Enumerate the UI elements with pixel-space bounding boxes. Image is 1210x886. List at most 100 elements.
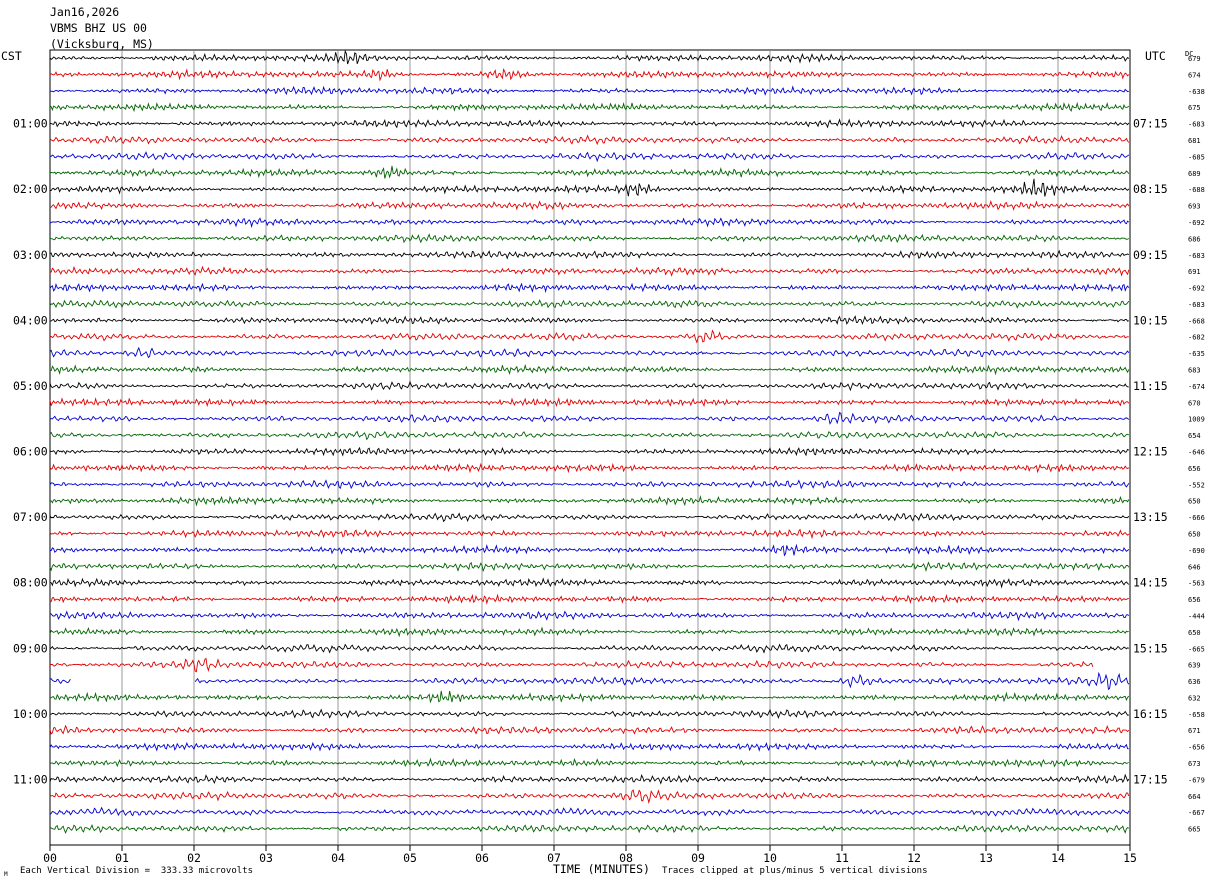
trace-row-0 (49, 49, 1130, 65)
right-hour-label: 16:15 (1133, 707, 1168, 721)
left-hour-label: 06:00 (13, 445, 48, 459)
trace-row-38 (49, 671, 1130, 691)
x-tick-label: 14 (1051, 851, 1065, 865)
dc-offset-label: 650 (1188, 530, 1201, 538)
dc-offset-label: -668 (1188, 317, 1205, 325)
left-timezone-label: CST (1, 49, 22, 63)
trace-row-14 (49, 282, 1130, 294)
dc-offset-label: 636 (1188, 678, 1201, 686)
trace-row-7 (50, 165, 1130, 179)
trace-row-21 (49, 397, 1130, 408)
x-tick-label: 02 (187, 851, 201, 865)
trace-row-12 (49, 249, 1130, 260)
dc-offset-label: -685 (1188, 153, 1205, 161)
trace-row-30 (50, 543, 1130, 557)
dc-offset-label: 686 (1188, 235, 1201, 243)
right-hour-label: 09:15 (1133, 248, 1168, 262)
dc-offset-label: 656 (1188, 596, 1201, 604)
trace-row-33 (49, 593, 1129, 605)
x-tick-label: 04 (331, 851, 345, 865)
right-hour-label: 10:15 (1133, 313, 1168, 327)
footer-clip-note: Traces clipped at plus/minus 5 vertical … (662, 866, 928, 876)
dc-offset-label: -692 (1188, 219, 1205, 227)
left-hour-label: 05:00 (13, 379, 48, 393)
trace-row-47 (49, 823, 1129, 834)
x-tick-label: 06 (475, 851, 489, 865)
footer-mark: M (4, 871, 8, 878)
x-tick-label: 01 (115, 851, 129, 865)
left-hour-label: 09:00 (13, 641, 48, 655)
x-tick-label: 07 (547, 851, 561, 865)
trace-row-29 (49, 528, 1130, 540)
trace-row-23 (49, 430, 1130, 441)
trace-row-35 (49, 626, 1129, 638)
trace-row-11 (49, 233, 1130, 244)
trace-row-22 (49, 411, 1130, 425)
left-hour-label: 01:00 (13, 117, 48, 131)
dc-offset-label: 689 (1188, 170, 1201, 178)
left-hour-label: 08:00 (13, 576, 48, 590)
x-tick-label: 08 (619, 851, 633, 865)
right-hour-label: 11:15 (1133, 379, 1168, 393)
trace-row-18 (49, 346, 1130, 359)
dc-offset-label: 646 (1188, 563, 1201, 571)
trace-row-1 (49, 68, 1130, 82)
header-location: (Vicksburg, MS) (50, 37, 154, 51)
trace-row-42 (49, 741, 1129, 752)
x-tick-label: 11 (835, 851, 849, 865)
dc-offset-label: 683 (1188, 367, 1201, 375)
dc-offset-label: 650 (1188, 629, 1201, 637)
trace-row-41 (49, 724, 1130, 735)
left-hour-label: 11:00 (13, 772, 48, 786)
dc-offset-label: -667 (1188, 809, 1205, 817)
left-hour-label: 10:00 (13, 707, 48, 721)
trace-row-24 (49, 446, 1130, 457)
trace-row-2 (49, 85, 1129, 96)
dc-offset-label: 656 (1188, 465, 1201, 473)
trace-row-39 (49, 690, 1130, 704)
dc-offset-label: -688 (1188, 186, 1205, 194)
dc-offset-label: 654 (1188, 432, 1201, 440)
dc-offset-label: -690 (1188, 547, 1205, 555)
dc-label: DC (1185, 50, 1194, 58)
dc-offset-label: 681 (1188, 137, 1201, 145)
dc-offset-label: 664 (1188, 793, 1201, 801)
trace-row-16 (49, 315, 1129, 326)
left-hour-label: 04:00 (13, 313, 48, 327)
x-axis-title: TIME (MINUTES) (553, 862, 650, 876)
x-tick-label: 05 (403, 851, 417, 865)
x-tick-label: 15 (1123, 851, 1137, 865)
dc-offset-label: -692 (1188, 285, 1205, 293)
trace-row-10 (49, 217, 1130, 229)
trace-row-45 (49, 789, 1130, 805)
dc-offset-label: 675 (1188, 104, 1201, 112)
trace-row-19 (50, 363, 1130, 376)
dc-offset-label: -666 (1188, 514, 1205, 522)
dc-offset-label: -679 (1188, 776, 1205, 784)
right-timezone-label: UTC (1145, 49, 1166, 63)
trace-row-25 (49, 462, 1130, 474)
dc-offset-label: -665 (1188, 645, 1205, 653)
dc-offset-label: -552 (1188, 481, 1205, 489)
dc-offset-label: 671 (1188, 727, 1201, 735)
dc-offset-label: -635 (1188, 350, 1205, 358)
trace-row-32 (49, 577, 1130, 589)
left-hour-label: 03:00 (13, 248, 48, 262)
trace-row-31 (49, 561, 1130, 573)
right-hour-label: 13:15 (1133, 510, 1168, 524)
trace-row-44 (49, 773, 1130, 785)
dc-offset-label: -682 (1188, 334, 1205, 342)
right-hour-label: 15:15 (1133, 641, 1168, 655)
dc-offset-label: -444 (1188, 612, 1205, 620)
trace-row-9 (49, 200, 1130, 211)
trace-row-40 (50, 708, 1129, 720)
x-tick-label: 00 (43, 851, 57, 865)
trace-row-27 (49, 495, 1130, 507)
x-tick-label: 03 (259, 851, 273, 865)
trace-row-4 (49, 118, 1130, 129)
right-hour-label: 12:15 (1133, 445, 1168, 459)
dc-offset-label: 693 (1188, 203, 1201, 211)
trace-row-5 (49, 134, 1130, 146)
dc-offset-label: 632 (1188, 694, 1201, 702)
trace-row-36 (49, 643, 1129, 654)
